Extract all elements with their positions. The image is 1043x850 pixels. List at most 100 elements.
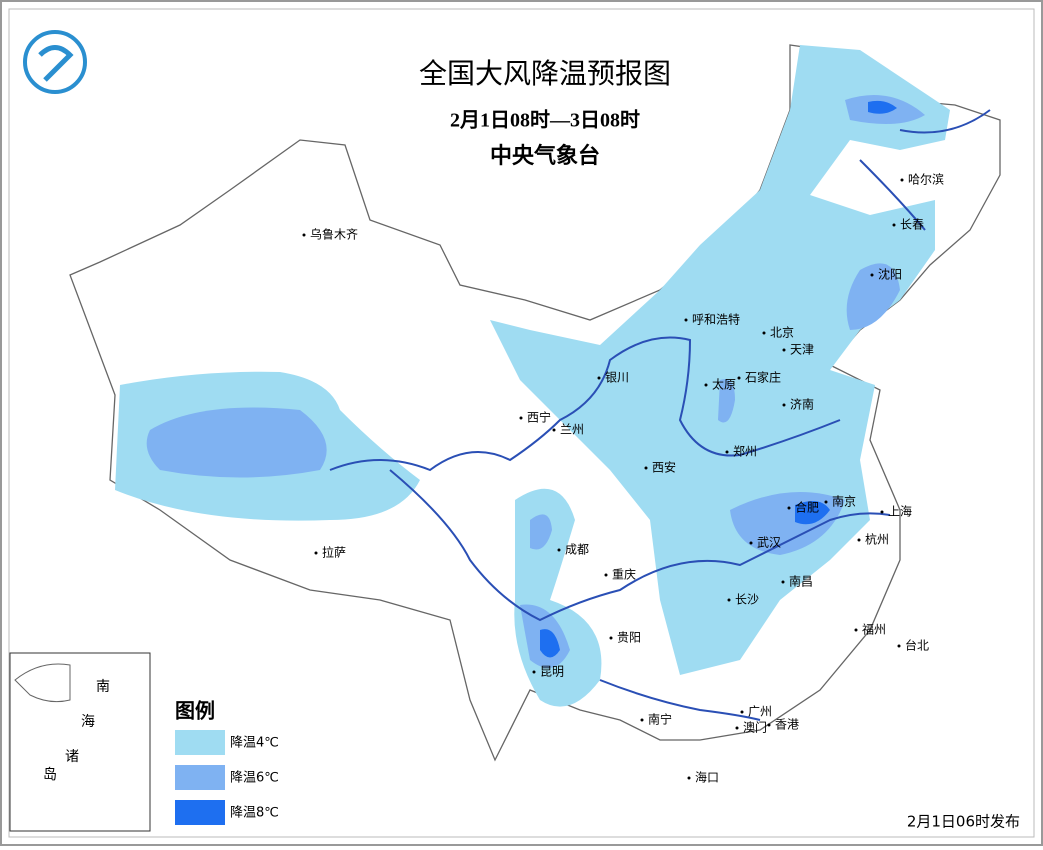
inner-frame	[8, 8, 1035, 838]
city-dot	[735, 726, 739, 730]
rivers	[329, 109, 991, 721]
logo	[23, 30, 87, 94]
city-label: 南京	[832, 494, 856, 509]
city-label: 杭州	[865, 532, 889, 547]
inset-label: 南	[96, 679, 110, 695]
city-dot	[314, 551, 318, 555]
city-dot	[767, 723, 771, 727]
city-label: 郑州	[733, 444, 757, 459]
city-dot	[782, 403, 786, 407]
city-label: 台北	[905, 638, 929, 653]
city-dot	[782, 348, 786, 352]
cooling-area	[868, 100, 897, 114]
city-dot	[604, 573, 608, 577]
city-dot	[740, 710, 744, 714]
city-label: 南昌	[789, 574, 813, 589]
city-label: 贵阳	[617, 631, 641, 645]
city-label: 合肥	[795, 500, 819, 515]
city-dot	[824, 500, 828, 504]
city-dot	[870, 273, 874, 277]
legend-swatch	[175, 730, 225, 755]
city-dot	[609, 636, 613, 640]
city-label: 北京	[770, 326, 794, 340]
city-label: 哈尔滨	[908, 172, 944, 187]
city-label: 上海	[888, 504, 912, 519]
legend-label: 降温8℃	[230, 806, 279, 821]
city-dot	[787, 506, 791, 510]
city-label: 西安	[652, 460, 676, 475]
city-dot	[857, 538, 861, 542]
city-label: 呼和浩特	[692, 312, 740, 327]
title: 全国大风降温预报图	[419, 57, 671, 90]
cooling-area	[540, 629, 560, 658]
city-dot	[880, 510, 884, 514]
city-label: 沈阳	[878, 267, 902, 282]
cooling-area	[530, 514, 552, 550]
legend-label: 降温4℃	[230, 736, 279, 751]
cooling-area	[846, 263, 900, 330]
city-label: 济南	[790, 397, 814, 412]
legend-label: 降温6℃	[230, 771, 279, 786]
city-label: 福州	[862, 622, 886, 637]
city-dot	[532, 670, 536, 674]
cooling-area	[795, 501, 830, 525]
cooling-area	[718, 379, 735, 423]
city-dot	[597, 376, 601, 380]
city-label: 南宁	[648, 712, 672, 727]
yellow-river	[329, 336, 841, 472]
city-label: 太原	[712, 377, 736, 392]
city-label: 武汉	[757, 536, 781, 550]
city-dot	[892, 223, 896, 227]
inset-label: 海	[81, 714, 95, 730]
city-label: 长沙	[735, 593, 759, 607]
city-label: 重庆	[612, 568, 636, 582]
city-dot	[900, 178, 904, 182]
city-dot	[552, 428, 556, 432]
city-dot	[749, 541, 753, 545]
inset-label: 岛	[43, 767, 57, 783]
inset-frame	[9, 652, 151, 832]
city-dot	[684, 318, 688, 322]
city-dot	[519, 416, 523, 420]
city-label: 香港	[775, 718, 799, 732]
city-label: 拉萨	[322, 545, 346, 560]
period: 2月1日08时—3日08时	[450, 109, 640, 132]
city-label: 乌鲁木齐	[310, 227, 358, 242]
city-label: 澳门	[743, 720, 767, 735]
city-dot	[727, 598, 731, 602]
city-label: 海口	[695, 770, 719, 785]
legend-swatch	[175, 800, 225, 825]
city-dot	[704, 383, 708, 387]
city-dot	[897, 644, 901, 648]
city-label: 石家庄	[745, 370, 781, 385]
inset-label: 诸	[65, 749, 79, 765]
logo-mark	[38, 45, 74, 82]
city-dot	[762, 331, 766, 335]
issuer: 中央气象台	[490, 143, 600, 169]
cooling-area	[146, 407, 327, 478]
city-dot	[640, 718, 644, 722]
inset-coast	[14, 663, 71, 703]
city-label: 天津	[790, 343, 814, 357]
city-dot	[557, 548, 561, 552]
city-dot	[644, 466, 648, 470]
city-dot	[725, 450, 729, 454]
city-dot	[737, 376, 741, 380]
ne-rivers	[859, 109, 991, 231]
pearl-river	[599, 679, 761, 721]
city-label: 长春	[900, 218, 924, 232]
city-dot	[854, 628, 858, 632]
legend-title: 图例	[175, 699, 215, 723]
city-label: 银川	[605, 371, 629, 385]
city-dot	[687, 776, 691, 780]
city-label: 成都	[565, 543, 589, 557]
city-dot	[302, 233, 306, 237]
legend-swatch	[175, 765, 225, 790]
city-label: 兰州	[560, 423, 584, 437]
city-dot	[781, 580, 785, 584]
yangtze-river	[389, 469, 891, 622]
city-label: 广州	[748, 705, 772, 719]
city-label: 昆明	[540, 665, 564, 679]
city-label: 西宁	[527, 410, 551, 425]
